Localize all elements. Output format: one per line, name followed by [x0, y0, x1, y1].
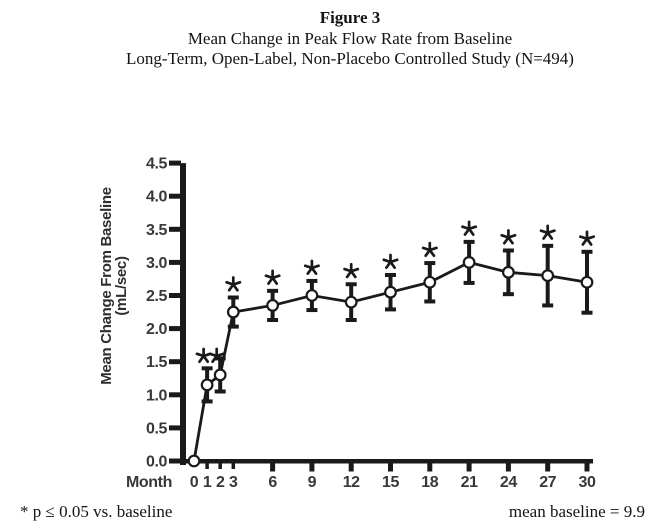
y-tick — [169, 458, 181, 464]
figure-title: Mean Change in Peak Flow Rate from Basel… — [187, 28, 513, 48]
asterisk-marker — [421, 246, 432, 252]
asterisk-marker — [343, 267, 353, 273]
x-tick-label: 9 — [308, 474, 317, 491]
y-tick — [169, 259, 181, 265]
x-tick-minor — [218, 463, 222, 469]
x-axis-line — [180, 459, 593, 464]
significance-note: * p ≤ 0.05 vs. baseline — [20, 502, 173, 521]
x-tick-label: 1 — [203, 474, 212, 491]
data-point — [226, 305, 240, 319]
y-tick-label: 2.0 — [146, 321, 168, 338]
data-point — [462, 256, 476, 269]
asterisk-marker — [382, 258, 392, 264]
x-tick-label: 21 — [461, 474, 478, 491]
y-tick — [169, 293, 181, 298]
figure-number: Figure 3 — [319, 8, 381, 27]
x-tick-label: 12 — [343, 474, 360, 491]
data-point — [384, 285, 397, 299]
asterisk-marker — [225, 280, 235, 286]
y-tick-label: 4.5 — [146, 156, 168, 173]
y-axis-title-line2: (mL/sec) — [113, 256, 130, 316]
x-tick-major — [270, 463, 276, 472]
data-point — [305, 289, 319, 302]
x-tick-major — [309, 463, 315, 472]
y-tick — [169, 193, 181, 199]
y-axis-title-line1: Mean Change From Baseline — [98, 187, 115, 385]
x-tick-label: 6 — [268, 474, 277, 491]
y-tick-label: 1.0 — [146, 387, 168, 404]
significance-stars — [195, 220, 596, 364]
x-tick-major — [545, 463, 551, 472]
asterisk-marker — [500, 233, 510, 239]
figure-subtitle: Long-Term, Open-Label, Non-Placebo Contr… — [126, 49, 574, 68]
data-point — [266, 299, 280, 312]
x-tick-major — [505, 463, 511, 472]
asterisk-marker — [461, 225, 471, 231]
y-tick — [169, 392, 181, 398]
y-tick-label: 3.0 — [146, 255, 168, 272]
y-tick-label: 3.5 — [146, 222, 168, 239]
y-tick-label: 0.5 — [146, 420, 168, 437]
data-point — [344, 295, 358, 309]
error-bars — [201, 239, 593, 404]
data-point — [200, 378, 214, 392]
x-tick-label: 15 — [382, 474, 399, 491]
x-tick-label: 2 — [216, 474, 225, 491]
y-axis-line — [180, 163, 186, 465]
y-tick — [169, 326, 181, 332]
x-tick-label: 30 — [579, 474, 596, 491]
figure-header: Figure 3 Mean Change in Peak Flow Rate f… — [44, 8, 656, 70]
data-markers — [187, 256, 594, 468]
baseline-note: mean baseline = 9.9 — [508, 502, 645, 521]
y-tick-label: 1.5 — [146, 354, 168, 371]
y-tick — [169, 160, 181, 166]
asterisk-marker — [208, 352, 219, 358]
x-tick-label: 0 — [190, 474, 199, 491]
x-tick-major — [388, 463, 393, 472]
x-tick-label: 18 — [421, 474, 438, 491]
data-point — [187, 454, 201, 468]
data-point — [423, 275, 437, 289]
y-tick-label: 0.0 — [146, 454, 168, 471]
y-tick — [169, 425, 181, 431]
asterisk-marker — [264, 274, 274, 280]
x-axis-title: Month — [126, 474, 172, 491]
asterisk-marker — [578, 235, 589, 241]
axes — [169, 160, 593, 472]
x-tick-label: 27 — [539, 474, 556, 491]
data-point — [541, 269, 555, 283]
data-point — [580, 275, 594, 289]
x-tick-label: 3 — [229, 474, 238, 491]
y-tick-label: 4.0 — [146, 189, 168, 206]
x-tick-major — [466, 463, 472, 472]
data-point — [502, 265, 515, 279]
y-tick — [169, 226, 181, 232]
y-tick — [169, 359, 181, 365]
x-tick-minor — [231, 463, 236, 469]
data-point — [213, 368, 227, 382]
x-tick-minor — [205, 463, 209, 469]
asterisk-marker — [195, 352, 205, 358]
y-tick-label: 2.5 — [146, 288, 168, 305]
x-tick-label: 24 — [500, 474, 517, 491]
x-tick-major — [348, 463, 354, 472]
x-tick-major — [584, 463, 590, 472]
asterisk-marker — [303, 264, 314, 270]
asterisk-marker — [539, 229, 550, 235]
x-tick-major — [427, 463, 433, 472]
